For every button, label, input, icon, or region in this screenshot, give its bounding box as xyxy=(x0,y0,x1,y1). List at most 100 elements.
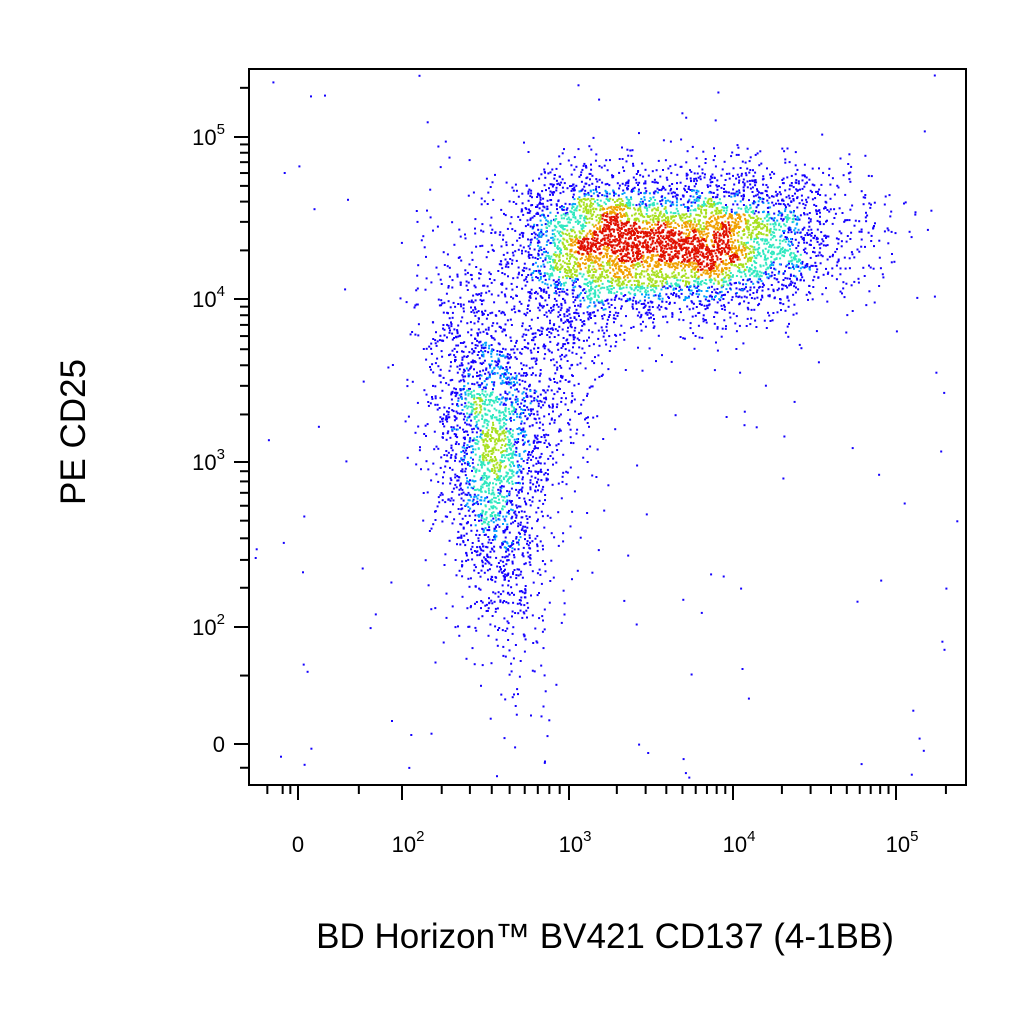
event-dot xyxy=(453,347,456,350)
event-dot xyxy=(461,488,464,491)
event-dot xyxy=(828,174,830,177)
event-dot xyxy=(531,450,534,452)
event-dot xyxy=(497,270,500,272)
event-dot xyxy=(417,264,420,267)
event-dot xyxy=(414,431,417,434)
event-dot xyxy=(508,443,511,446)
event-dot xyxy=(569,418,572,421)
event-dot xyxy=(518,602,521,605)
event-dot xyxy=(686,296,689,299)
event-dot xyxy=(493,401,496,404)
event-dot xyxy=(520,457,523,460)
event-dot xyxy=(470,413,473,416)
event-dot xyxy=(536,545,539,548)
event-dot xyxy=(520,231,523,234)
event-dot xyxy=(676,173,679,176)
event-dot xyxy=(476,381,479,384)
event-dot xyxy=(481,351,484,353)
event-dot xyxy=(463,369,466,372)
event-dot xyxy=(750,211,753,213)
event-dot xyxy=(559,239,562,242)
event-dot xyxy=(558,224,561,227)
event-dot xyxy=(466,430,469,433)
event-dot xyxy=(561,375,564,378)
event-dot xyxy=(480,303,483,306)
event-dot xyxy=(503,273,506,276)
event-dot xyxy=(762,250,765,253)
event-dot xyxy=(622,166,624,169)
event-dot xyxy=(661,297,664,300)
event-dot xyxy=(607,316,610,318)
event-dot xyxy=(499,493,502,496)
event-dot xyxy=(815,210,818,213)
event-dot xyxy=(746,186,749,189)
event-dot xyxy=(578,196,581,199)
event-dot xyxy=(538,269,541,272)
event-dot xyxy=(757,273,760,276)
event-dot xyxy=(783,150,786,153)
event-dot xyxy=(452,487,455,490)
event-dot xyxy=(863,275,866,277)
event-dot xyxy=(809,220,812,223)
event-dot xyxy=(818,251,821,254)
event-dot xyxy=(501,381,504,384)
event-dot xyxy=(815,330,818,333)
event-dot xyxy=(507,591,510,594)
event-dot xyxy=(510,517,513,520)
event-dot xyxy=(553,177,556,180)
event-dot xyxy=(882,276,885,279)
event-dot xyxy=(518,300,521,303)
event-dot xyxy=(440,299,443,302)
event-dot xyxy=(462,378,465,381)
event-dot xyxy=(532,455,534,458)
event-dot xyxy=(754,261,756,264)
event-dot xyxy=(616,314,619,317)
event-dot xyxy=(572,281,575,284)
event-dot xyxy=(588,425,590,428)
event-dot xyxy=(505,181,508,184)
event-dot xyxy=(889,215,892,218)
event-dot xyxy=(429,402,432,405)
event-dot xyxy=(516,441,518,444)
event-dot xyxy=(488,568,491,571)
event-dot xyxy=(459,482,462,485)
event-dot xyxy=(476,529,479,532)
event-dot xyxy=(566,314,569,317)
event-dot xyxy=(566,330,569,333)
event-dot xyxy=(582,296,585,299)
event-dot xyxy=(768,196,771,199)
event-dot xyxy=(463,442,466,445)
event-dot xyxy=(580,171,583,174)
event-dot xyxy=(660,288,663,291)
event-dot xyxy=(518,372,521,375)
event-dot xyxy=(479,499,482,502)
event-dot xyxy=(797,288,800,291)
event-dot xyxy=(509,447,512,450)
event-dot xyxy=(507,262,510,265)
event-dot xyxy=(518,539,520,542)
event-dot xyxy=(459,334,461,337)
event-dot xyxy=(493,527,496,530)
event-dot xyxy=(505,419,508,421)
event-dot xyxy=(627,154,630,157)
event-dot xyxy=(584,292,587,294)
event-dot xyxy=(558,221,561,224)
event-dot xyxy=(786,218,789,221)
event-dot xyxy=(609,345,612,348)
event-dot xyxy=(709,294,712,297)
event-dot xyxy=(640,303,643,305)
event-dot xyxy=(791,218,794,221)
event-dot xyxy=(470,419,473,422)
event-dot xyxy=(632,296,635,299)
event-dot xyxy=(565,310,568,313)
event-dot xyxy=(762,210,765,213)
event-dot xyxy=(590,163,592,166)
event-dot xyxy=(477,617,480,620)
event-dot xyxy=(803,279,805,282)
event-dot xyxy=(820,242,823,245)
event-dot xyxy=(544,760,546,763)
event-dot xyxy=(490,392,492,395)
event-dot xyxy=(464,233,466,236)
event-dot xyxy=(445,460,448,463)
event-dot xyxy=(593,305,596,308)
